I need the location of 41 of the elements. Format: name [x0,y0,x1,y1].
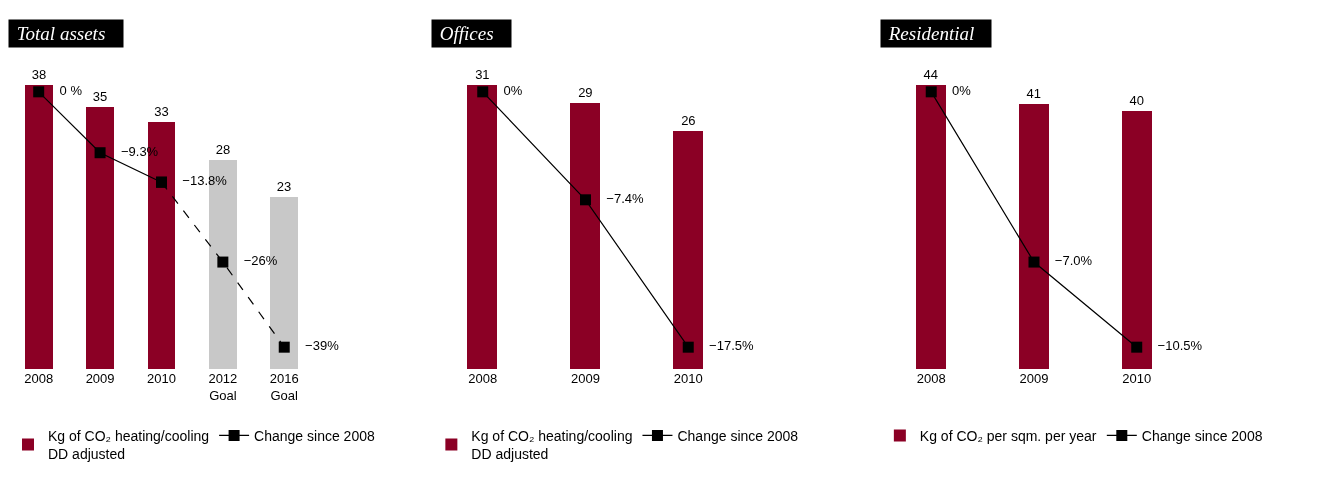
legend-label: Kg of CO₂ heating/cooling DD adjusted [48,427,210,463]
chart-title: Offices [435,23,508,44]
data-label: 41 [1026,86,1042,101]
x-tick-label: 2010 [147,371,176,386]
x-tick-label: 2009 [1019,371,1049,386]
data-label: 28 [215,142,231,157]
data-label: 26 [681,113,696,128]
x-tick-label: 2016 Goal [269,371,299,403]
legend-label: Kg of CO₂ heating/cooling DD adjusted [471,427,633,463]
data-label: −26% [230,253,278,269]
x-tick-label: 2009 [571,371,600,386]
data-label: 0% [490,83,523,99]
data-label: 0 % [46,83,83,99]
legend-label: Change since 2008 [254,427,375,444]
data-label: −7.0% [1041,253,1093,269]
data-label: 23 [276,179,292,194]
data-label: 35 [92,89,108,104]
data-label: −7.4% [593,191,645,207]
data-label: 33 [154,104,169,119]
chart-title: Residential [884,23,989,44]
chart-title: Total assets [12,23,120,44]
data-label: −39% [292,338,340,354]
legend-label: Change since 2008 [677,427,799,444]
data-label: 31 [475,67,490,82]
legend-label: Kg of CO₂ per sqm. per year [919,427,1097,444]
data-label: 44 [923,67,939,82]
x-tick-label: 2010 [1122,371,1152,386]
data-label: −17.5% [696,338,755,354]
data-label: −10.5% [1144,338,1203,354]
data-label: 0% [939,83,972,99]
x-tick-label: 2008 [24,371,54,386]
data-label: 40 [1129,93,1145,108]
legend-label: Change since 2008 [1141,427,1263,444]
data-label: −13.8% [169,173,228,189]
x-tick-label: 2009 [85,371,115,386]
x-tick-label: 2010 [673,371,703,386]
x-tick-label: 2012 Goal [208,371,238,403]
data-label: 29 [578,85,593,100]
x-tick-label: 2008 [916,371,946,386]
x-tick-label: 2008 [468,371,498,386]
data-label: 38 [31,67,47,82]
